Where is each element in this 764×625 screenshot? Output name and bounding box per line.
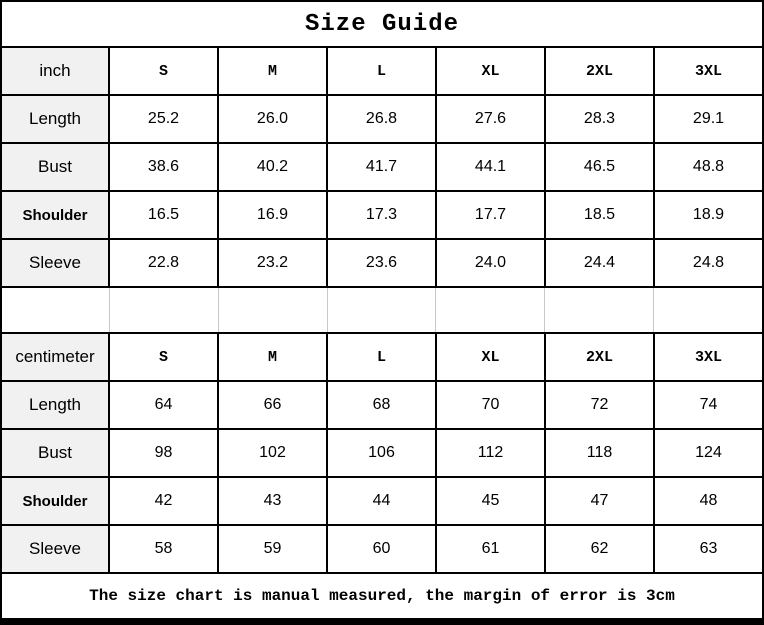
value-cell: 63 [699, 540, 718, 557]
value-cell: 46.5 [546, 144, 655, 190]
row-label: Sleeve [2, 526, 110, 572]
value-cell: 59 [219, 526, 328, 572]
value-cell: 60 [328, 526, 437, 572]
value-cell: 70 [437, 382, 546, 428]
value-cell: 102 [219, 430, 328, 476]
separator-cell [2, 288, 110, 332]
value-cell: 28.3 [546, 96, 655, 142]
separator-cell [654, 288, 762, 332]
value-cell: 118 [546, 430, 655, 476]
value-cell: 38.6 [110, 144, 219, 190]
value-cell: 74 [699, 396, 718, 413]
value-cell: 25.2 [110, 96, 219, 142]
value-cell: 42 [110, 478, 219, 524]
value-cell: 45 [437, 478, 546, 524]
size-col-header-m: M [219, 334, 328, 380]
size-col-header-xl: XL [437, 334, 546, 380]
row-label: Shoulder [2, 478, 110, 524]
size-col-header-l: L [328, 48, 437, 94]
value-cell: 26.8 [328, 96, 437, 142]
size-col-header-2xl: 2XL [546, 334, 655, 380]
value-cell: 17.3 [328, 192, 437, 238]
value-cell: 44 [328, 478, 437, 524]
separator-cell [436, 288, 546, 332]
value-cell: 43 [219, 478, 328, 524]
row-label: Length [2, 382, 110, 428]
value-cell: 23.2 [219, 240, 328, 286]
table-row-inch-shoulder: Shoulder 16.5 16.9 17.3 17.7 18.5 18.9 [2, 192, 762, 240]
table-row-cm-sleeve: Sleeve 58 59 60 61 62 63 [2, 526, 762, 574]
unit-label-centimeter: centimeter [2, 334, 110, 380]
size-col-header-m: M [219, 48, 328, 94]
footer-note: The size chart is manual measured, the m… [89, 587, 675, 605]
value-cell: 48 [699, 492, 718, 509]
value-cell: 27.6 [437, 96, 546, 142]
value-cell: 18.9 [692, 206, 725, 223]
row-label: Bust [2, 144, 110, 190]
size-col-header-2xl: 2XL [546, 48, 655, 94]
table-row-inch-length: Length 25.2 26.0 26.8 27.6 28.3 29.1 [2, 96, 762, 144]
table-row-cm-length: Length 64 66 68 70 72 74 [2, 382, 762, 430]
value-cell: 64 [110, 382, 219, 428]
value-cell: 106 [328, 430, 437, 476]
centimeter-header-row: centimeter S M L XL 2XL 3XL [2, 334, 762, 382]
value-cell: 24.0 [437, 240, 546, 286]
value-cell: 18.5 [546, 192, 655, 238]
value-cell: 23.6 [328, 240, 437, 286]
value-cell: 17.7 [437, 192, 546, 238]
row-label: Length [2, 96, 110, 142]
value-cell: 124 [695, 444, 722, 461]
size-col-header-s: S [110, 48, 219, 94]
footer-row: The size chart is manual measured, the m… [2, 574, 762, 618]
value-cell: 16.9 [219, 192, 328, 238]
row-label: Shoulder [2, 192, 110, 238]
separator-cell [110, 288, 219, 332]
value-cell: 98 [110, 430, 219, 476]
table-row-cm-bust: Bust 98 102 106 112 118 124 [2, 430, 762, 478]
value-cell: 112 [437, 430, 546, 476]
value-cell: 29.1 [692, 110, 725, 127]
value-cell: 58 [110, 526, 219, 572]
title-row: Size Guide [2, 2, 762, 48]
value-cell: 72 [546, 382, 655, 428]
separator-cell [327, 288, 437, 332]
value-cell: 22.8 [110, 240, 219, 286]
size-col-header-3xl: 3XL [694, 62, 722, 80]
bottom-black-bar [2, 618, 762, 625]
value-cell: 62 [546, 526, 655, 572]
value-cell: 68 [328, 382, 437, 428]
table-row-inch-sleeve: Sleeve 22.8 23.2 23.6 24.0 24.4 24.8 [2, 240, 762, 288]
value-cell: 48.8 [692, 158, 725, 175]
row-label: Bust [2, 430, 110, 476]
table-row-inch-bust: Bust 38.6 40.2 41.7 44.1 46.5 48.8 [2, 144, 762, 192]
separator-cell [545, 288, 655, 332]
inch-header-row: inch S M L XL 2XL 3XL [2, 48, 762, 96]
value-cell: 61 [437, 526, 546, 572]
value-cell: 44.1 [437, 144, 546, 190]
value-cell: 40.2 [219, 144, 328, 190]
table-row-cm-shoulder: Shoulder 42 43 44 45 47 48 [2, 478, 762, 526]
row-label: Sleeve [2, 240, 110, 286]
size-col-header-s: S [110, 334, 219, 380]
separator-cell [218, 288, 328, 332]
value-cell: 24.8 [692, 254, 725, 271]
separator-row [2, 288, 762, 334]
value-cell: 16.5 [110, 192, 219, 238]
size-col-header-l: L [328, 334, 437, 380]
unit-label-inch: inch [2, 48, 110, 94]
page-title: Size Guide [304, 10, 460, 38]
value-cell: 24.4 [546, 240, 655, 286]
value-cell: 26.0 [219, 96, 328, 142]
size-col-header-3xl: 3XL [694, 348, 722, 366]
value-cell: 41.7 [328, 144, 437, 190]
value-cell: 47 [546, 478, 655, 524]
size-col-header-xl: XL [437, 48, 546, 94]
value-cell: 66 [219, 382, 328, 428]
